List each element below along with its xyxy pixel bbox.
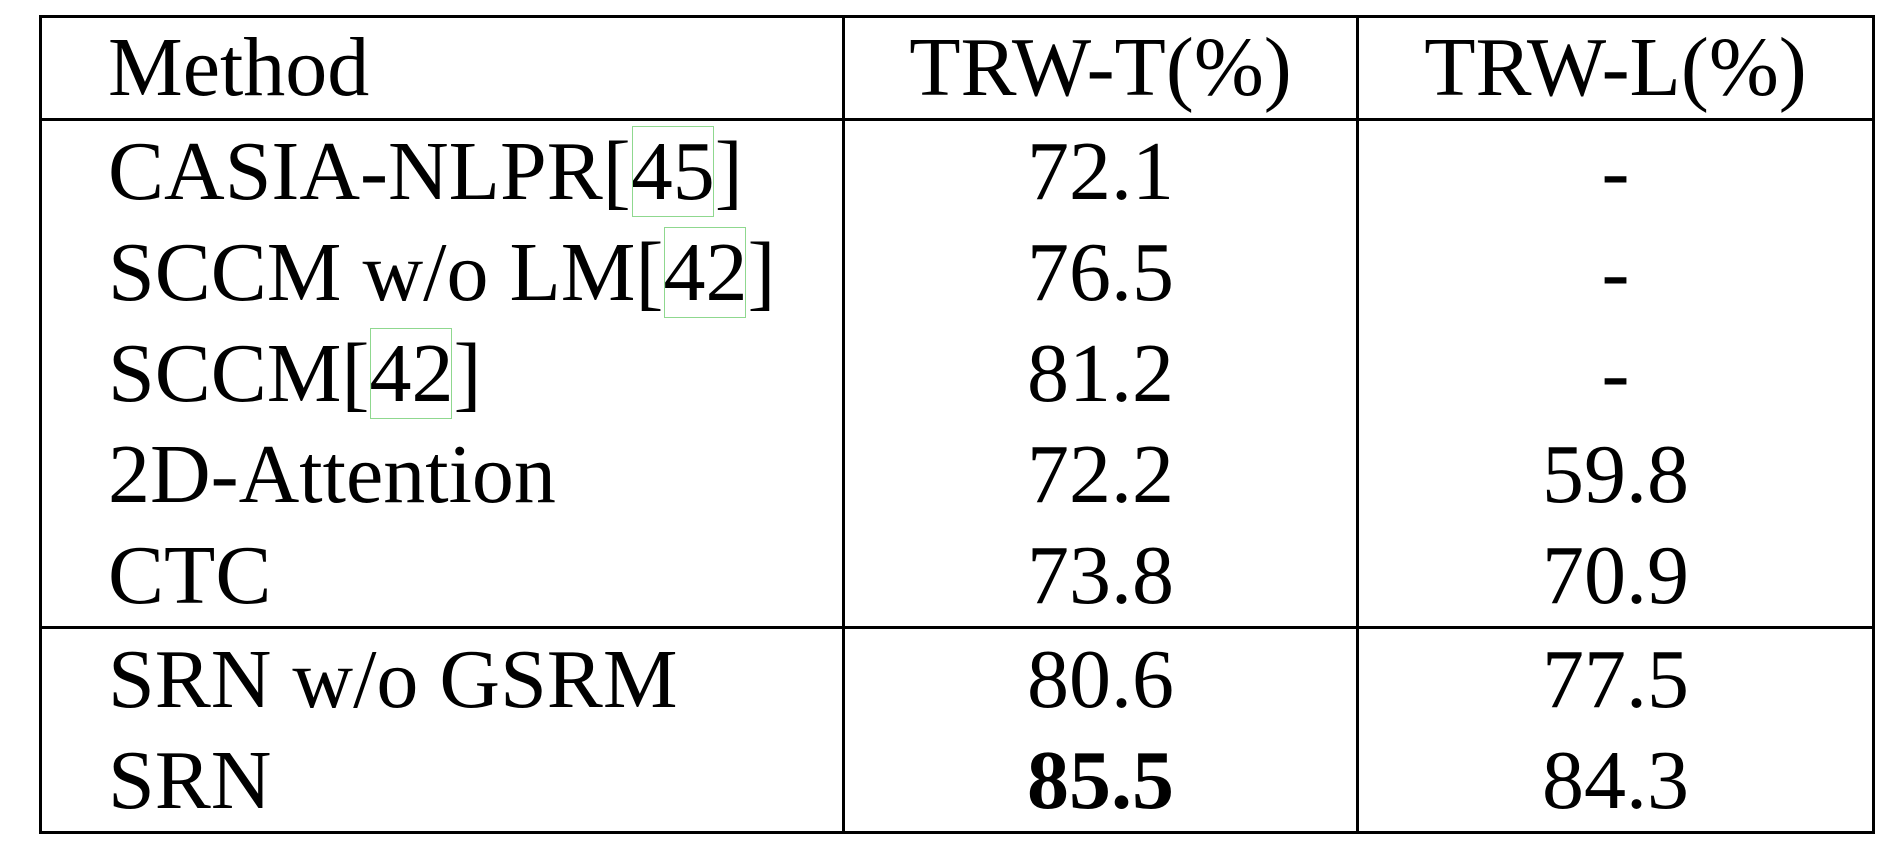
header-cell: Method: [39, 15, 845, 120]
table-cell: -: [1356, 118, 1875, 222]
citation: 42: [369, 326, 454, 420]
table-cell: -: [1356, 323, 1875, 424]
table-cell: SCCM w/o LM[42]: [39, 222, 845, 323]
table-row: SCCM[42] 81.2-: [39, 323, 1875, 424]
table-cell: CASIA-NLPR[45]: [39, 118, 845, 222]
header-cell: TRW-L(%): [1356, 15, 1875, 120]
table-cell: 73.8: [842, 525, 1359, 628]
table-body: Method TRW-T(%) TRW-L(%) CASIA-NLPR[45] 72.1…: [39, 15, 1875, 834]
citation: 42: [663, 225, 748, 319]
table-cell: 2D-Attention: [39, 424, 845, 525]
header-cell: TRW-T(%): [842, 15, 1359, 120]
table-cell: 59.8: [1356, 424, 1875, 525]
table-cell: 84.3: [1356, 730, 1875, 834]
table-cell: SCCM[42]: [39, 323, 845, 424]
table-row: 2D-Attention 72.2 59.8: [39, 424, 1875, 525]
citation: 45: [630, 124, 715, 218]
table-row: CASIA-NLPR[45] 72.1-: [39, 118, 1875, 222]
table-cell: SRN: [39, 730, 845, 834]
table-cell: 72.2: [842, 424, 1359, 525]
table-cell: 70.9: [1356, 525, 1875, 628]
table-cell: 81.2: [842, 323, 1359, 424]
table-row: CTC 73.8 70.9: [39, 525, 1875, 628]
table-cell: 72.1: [842, 118, 1359, 222]
table-row: SRN w/o GSRM 80.6 77.5: [39, 626, 1875, 730]
table-row: SCCM w/o LM[42] 76.5-: [39, 222, 1875, 323]
table-row: SRN 85.5 84.3: [39, 730, 1875, 834]
table-cell: 76.5: [842, 222, 1359, 323]
table-cell: 77.5: [1356, 626, 1875, 730]
table-cell: CTC: [39, 525, 845, 628]
table-cell: 85.5: [842, 730, 1359, 834]
results-table: Method TRW-T(%) TRW-L(%) CASIA-NLPR[45] 72.1…: [39, 15, 1875, 834]
table-cell: 80.6: [842, 626, 1359, 730]
table-cell: -: [1356, 222, 1875, 323]
header-row: Method TRW-T(%) TRW-L(%): [39, 15, 1875, 120]
table-cell: SRN w/o GSRM: [39, 626, 845, 730]
